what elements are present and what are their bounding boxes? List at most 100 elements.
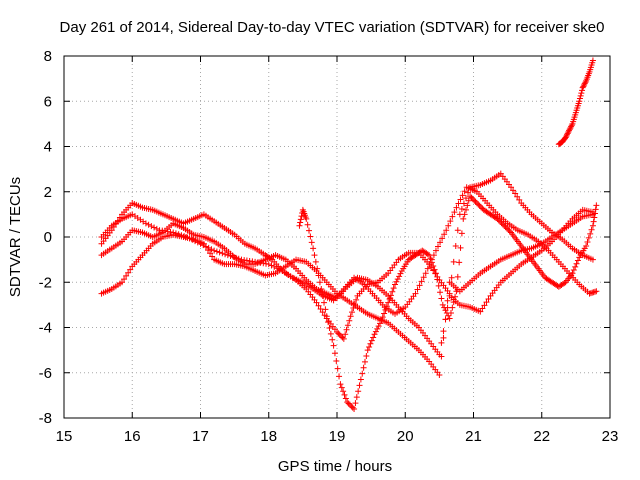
data-point <box>424 265 431 272</box>
data-point <box>268 262 275 269</box>
data-point <box>459 192 466 199</box>
data-point <box>372 328 379 335</box>
data-point <box>464 202 471 209</box>
data-point <box>457 244 464 251</box>
data-point <box>342 395 349 402</box>
data-point <box>314 265 321 272</box>
data-point <box>142 220 149 227</box>
data-point <box>475 201 482 208</box>
data-point <box>435 243 442 250</box>
y-tick-label: -2 <box>39 274 52 291</box>
data-point <box>127 266 134 273</box>
data-point <box>462 206 469 213</box>
data-point <box>213 248 220 255</box>
data-point <box>121 276 128 283</box>
data-point <box>445 222 452 229</box>
data-point <box>334 329 340 336</box>
data-point <box>579 84 586 91</box>
data-point <box>202 243 209 250</box>
data-point <box>364 347 371 354</box>
data-point <box>208 246 215 253</box>
data-point <box>441 231 448 238</box>
data-point <box>148 223 155 230</box>
data-point <box>414 286 421 293</box>
data-point <box>375 323 382 330</box>
data-point <box>589 256 596 263</box>
data-point <box>298 213 305 220</box>
data-point <box>370 334 377 341</box>
data-point <box>580 83 587 90</box>
series-track-6 <box>555 57 596 148</box>
data-point <box>508 184 515 191</box>
data-point <box>434 276 441 283</box>
x-tick-label: 19 <box>329 428 346 445</box>
data-point <box>593 202 600 209</box>
data-point <box>581 80 588 87</box>
data-point <box>440 328 447 335</box>
data-point <box>345 400 352 407</box>
data-point <box>444 297 451 304</box>
data-point <box>319 292 326 299</box>
data-point <box>569 270 576 277</box>
data-point <box>565 129 572 136</box>
data-point <box>341 391 348 398</box>
data-point <box>437 239 444 246</box>
y-tick-label: -6 <box>39 365 52 382</box>
data-point <box>564 130 571 137</box>
y-tick-label: 2 <box>44 184 52 201</box>
data-point <box>473 200 480 207</box>
data-point <box>349 404 356 411</box>
data-point <box>502 224 509 231</box>
data-point <box>312 258 319 265</box>
data-point <box>450 299 457 306</box>
data-point <box>505 226 512 233</box>
data-point <box>340 335 347 342</box>
data-point <box>593 288 600 295</box>
data-point <box>315 272 322 279</box>
data-point <box>338 333 345 340</box>
x-tick-label: 23 <box>602 428 619 445</box>
series-track-2 <box>98 170 596 342</box>
data-point <box>479 305 486 312</box>
data-point <box>311 252 318 259</box>
data-point <box>265 261 272 268</box>
data-point <box>442 307 449 314</box>
data-point <box>347 313 354 320</box>
data-point <box>361 358 368 365</box>
data-point <box>389 288 396 295</box>
data-point <box>449 213 456 220</box>
data-point <box>313 299 320 306</box>
data-point <box>454 273 461 280</box>
data-point <box>431 266 438 273</box>
data-point <box>336 331 343 338</box>
data-point <box>568 123 575 130</box>
data-point <box>435 282 442 289</box>
data-point <box>422 270 429 277</box>
data-point <box>337 381 344 388</box>
data-point <box>393 278 400 285</box>
data-point <box>573 260 580 267</box>
data-point <box>577 92 584 99</box>
data-point <box>315 302 322 309</box>
x-tick-label: 20 <box>397 428 414 445</box>
data-point <box>343 326 350 333</box>
data-point <box>119 279 126 286</box>
data-point <box>366 343 373 350</box>
data-point <box>477 308 484 315</box>
data-point <box>465 197 472 204</box>
data-point <box>344 399 351 406</box>
data-point <box>368 337 375 344</box>
data-point <box>336 373 343 380</box>
data-point <box>297 216 304 223</box>
data-point <box>349 309 356 316</box>
data-point <box>442 316 449 323</box>
data-point <box>319 309 326 316</box>
data-point <box>495 217 502 224</box>
data-point <box>454 227 461 234</box>
x-axis-label: GPS time / hours <box>278 458 392 475</box>
data-point <box>591 210 598 217</box>
y-tick-label: 8 <box>44 48 52 65</box>
data-point <box>574 257 581 264</box>
data-point <box>374 325 381 332</box>
x-tick-label: 17 <box>192 428 209 445</box>
